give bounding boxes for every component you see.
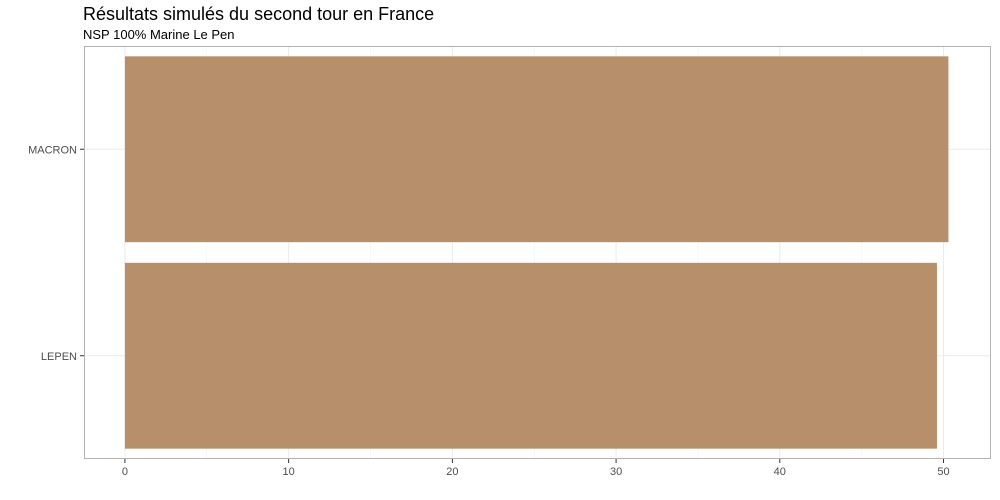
bar-lepen [124,262,937,449]
y-tick-label: LEPEN [41,351,77,363]
x-tick-label: 50 [937,466,949,478]
x-tick-label: 10 [283,466,295,478]
x-tick-label: 20 [446,466,458,478]
x-tick-label: 30 [610,466,622,478]
bar-macron [124,56,949,243]
y-tick-label: MACRON [28,144,77,156]
bars [124,56,949,449]
chart-subtitle: NSP 100% Marine Le Pen [83,27,235,42]
chart-title: Résultats simulés du second tour en Fran… [83,4,435,24]
x-tick-label: 0 [122,466,128,478]
x-axis-ticks: 0 10 20 30 40 50 [122,459,950,478]
y-axis-ticks: MACRON LEPEN [28,144,84,363]
panel-border [84,46,991,459]
x-tick-label: 40 [774,466,786,478]
